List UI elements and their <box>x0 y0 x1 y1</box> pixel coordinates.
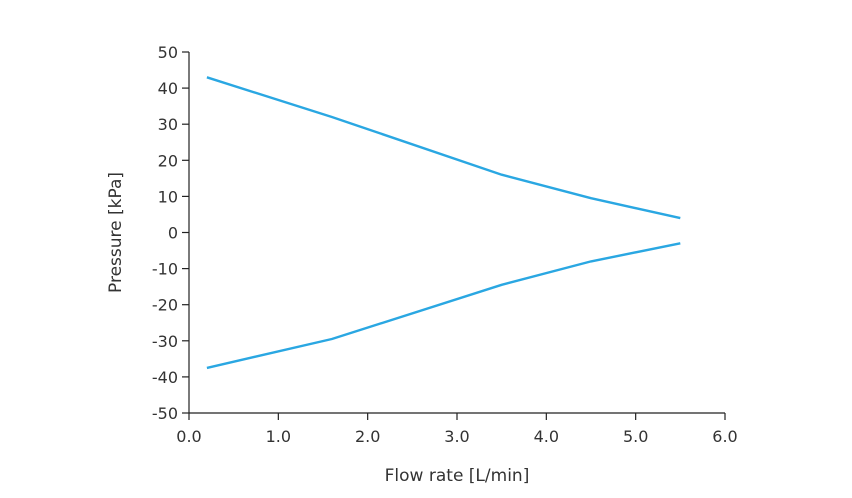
x-tick-label: 6.0 <box>712 427 737 446</box>
x-tick-label: 3.0 <box>444 427 469 446</box>
x-ticks: 0.0 1.0 2.0 3.0 4.0 5.0 6.0 <box>176 413 738 446</box>
y-tick-label: -50 <box>152 404 178 423</box>
series-line-lower <box>206 242 681 370</box>
y-axis-title: Pressure [kPa] <box>106 172 126 293</box>
x-tick-label: 4.0 <box>534 427 559 446</box>
x-tick-label: 2.0 <box>355 427 380 446</box>
y-tick-label: -40 <box>152 368 178 387</box>
x-tick-label: 1.0 <box>266 427 291 446</box>
y-tick-label: -20 <box>152 296 178 315</box>
series-line-upper <box>206 76 681 220</box>
series-layer <box>206 76 681 370</box>
axes <box>188 52 725 414</box>
y-tick-label: 0 <box>168 224 178 243</box>
x-axis-title: Flow rate [L/min] <box>385 466 530 486</box>
y-tick-label: -10 <box>152 260 178 279</box>
y-tick-label: 50 <box>158 43 178 62</box>
x-tick-label: 5.0 <box>623 427 648 446</box>
y-tick-label: 30 <box>158 115 178 134</box>
y-tick-label: 20 <box>158 151 178 170</box>
y-tick-label: 40 <box>158 79 178 98</box>
y-tick-label: 10 <box>158 187 178 206</box>
y-ticks: 50 40 30 20 10 0 -10 -20 -30 -40 -50 <box>152 43 189 423</box>
x-tick-label: 0.0 <box>176 427 201 446</box>
y-tick-label: -30 <box>152 332 178 351</box>
